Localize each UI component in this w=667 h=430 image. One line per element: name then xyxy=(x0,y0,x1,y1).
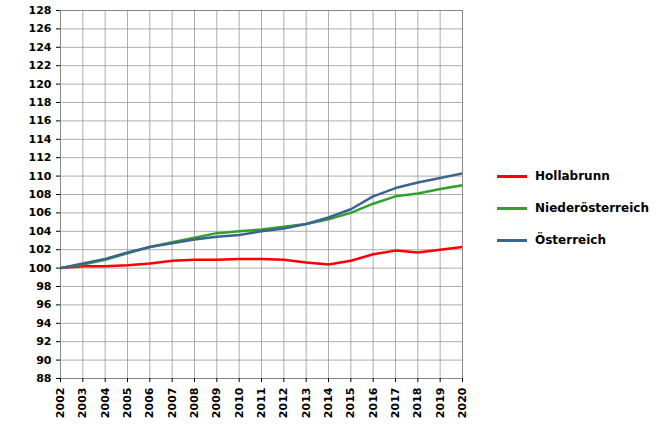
svg-text:128: 128 xyxy=(29,4,52,17)
svg-text:2009: 2009 xyxy=(210,388,223,419)
svg-text:2003: 2003 xyxy=(76,388,89,419)
svg-text:2018: 2018 xyxy=(411,388,424,419)
svg-text:2012: 2012 xyxy=(277,388,290,419)
svg-text:2005: 2005 xyxy=(121,388,134,419)
svg-text:2002: 2002 xyxy=(54,388,67,419)
svg-text:124: 124 xyxy=(29,41,52,54)
svg-text:2006: 2006 xyxy=(143,387,156,418)
svg-text:102: 102 xyxy=(29,243,52,256)
svg-text:118: 118 xyxy=(29,96,52,109)
svg-text:100: 100 xyxy=(29,262,52,275)
svg-text:2016: 2016 xyxy=(367,387,380,418)
svg-text:104: 104 xyxy=(29,225,52,238)
svg-text:92: 92 xyxy=(36,335,51,348)
svg-text:2010: 2010 xyxy=(233,387,246,418)
svg-text:96: 96 xyxy=(36,298,52,311)
svg-text:2017: 2017 xyxy=(389,388,402,419)
html-text:Österreich: Österreich xyxy=(535,233,606,247)
svg-text:110: 110 xyxy=(29,170,52,183)
svg-text:116: 116 xyxy=(29,114,52,127)
svg-text:88: 88 xyxy=(36,372,51,385)
svg-text:2013: 2013 xyxy=(300,388,313,419)
svg-text:120: 120 xyxy=(29,78,52,91)
svg-text:98: 98 xyxy=(36,280,51,293)
svg-text:112: 112 xyxy=(29,151,52,164)
html-text:Niederösterreich: Niederösterreich xyxy=(535,201,649,215)
svg-text:2015: 2015 xyxy=(344,388,357,419)
svg-text:2007: 2007 xyxy=(166,388,179,419)
svg-text:2020: 2020 xyxy=(456,387,469,418)
svg-text:106: 106 xyxy=(29,206,52,219)
svg-text:2014: 2014 xyxy=(322,387,335,418)
html-text:Hollabrunn: Hollabrunn xyxy=(535,169,610,183)
svg-text:2004: 2004 xyxy=(99,387,112,418)
svg-text:2011: 2011 xyxy=(255,388,268,419)
svg-text:108: 108 xyxy=(29,188,52,201)
svg-text:90: 90 xyxy=(36,354,52,367)
svg-text:2008: 2008 xyxy=(188,388,201,419)
svg-text:2019: 2019 xyxy=(434,388,447,419)
svg-text:126: 126 xyxy=(29,22,52,35)
svg-text:122: 122 xyxy=(29,59,52,72)
svg-text:114: 114 xyxy=(29,133,52,146)
svg-text:94: 94 xyxy=(36,317,52,330)
